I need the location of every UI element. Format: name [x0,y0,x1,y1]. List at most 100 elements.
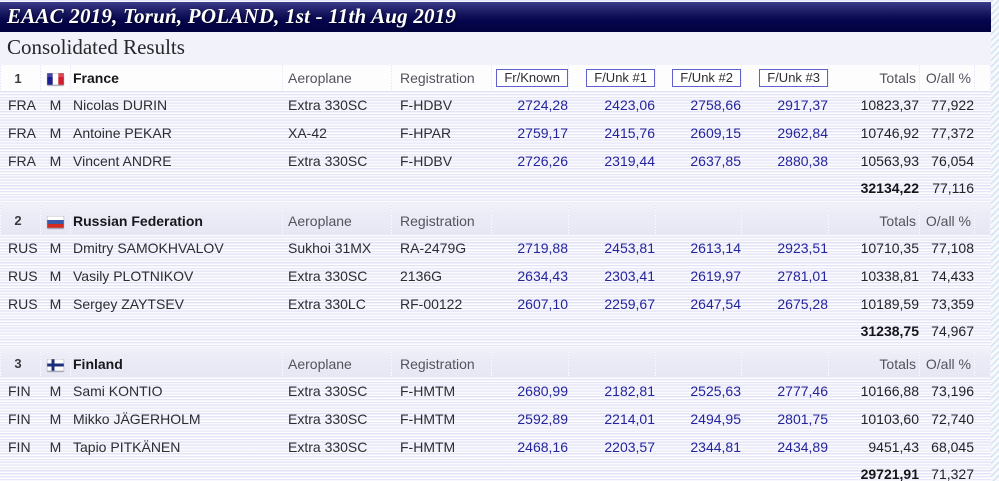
score-funk1[interactable]: 2259,67 [604,296,655,312]
score-funk2[interactable]: 2494,95 [690,411,741,427]
pilot-gender: M [49,268,62,284]
pilot-total: 10103,60 [860,411,919,427]
score-fr-known[interactable]: 2607,10 [517,296,568,312]
pilot-overall: 73,359 [931,296,974,312]
score-funk3[interactable]: 2801,75 [777,411,828,427]
programme-link-funk1[interactable]: F/Unk #1 [586,69,655,88]
score-fr-known[interactable]: 2468,16 [517,439,568,455]
pilot-country-code: FIN [8,411,31,427]
pilot-name: Vasily PLOTNIKOV [73,268,194,284]
score-funk1[interactable]: 2214,01 [604,411,655,427]
pilot-row: FRA M Vincent ANDRE Extra 330SC F-HDBV 2… [1,147,990,175]
score-funk3[interactable]: 2962,84 [777,125,828,141]
score-fr-known[interactable]: 2719,88 [517,240,568,256]
pilot-name: Mikko JÄGERHOLM [73,411,201,427]
pilot-row: FIN M Tapio PITKÄNEN Extra 330SC F-HMTM … [1,433,990,461]
pilot-row: FRA M Antoine PEKAR XA-42 F-HPAR 2759,17… [1,119,990,147]
score-funk1[interactable]: 2453,81 [604,240,655,256]
col-header-aeroplane: Aeroplane [283,347,391,377]
col-header-registration: Registration [392,204,491,234]
page-title: Consolidated Results [7,35,185,59]
score-fr-known[interactable]: 2680,99 [517,383,568,399]
score-funk2[interactable]: 2619,97 [690,268,741,284]
team-total: 32134,22 [860,180,919,196]
pilot-name: Tapio PITKÄNEN [73,439,181,455]
pilot-total: 10563,93 [860,153,919,169]
score-funk2[interactable]: 2647,54 [690,296,741,312]
programme-link-funk2[interactable]: F/Unk #2 [672,69,741,88]
programme-link-fr-known[interactable]: Fr/Known [496,69,568,88]
score-funk1[interactable]: 2415,76 [604,125,655,141]
score-funk3[interactable]: 2880,38 [777,153,828,169]
pilot-name: Vincent ANDRE [73,153,172,169]
pilot-gender: M [49,439,62,455]
score-funk3[interactable]: 2923,51 [777,240,828,256]
team-header-row: 1 France Aeroplane Registration Fr/Known… [1,65,990,91]
pilot-aeroplane: Extra 330SC [288,411,368,427]
score-funk2[interactable]: 2609,15 [690,125,741,141]
pilot-registration: F-HPAR [400,125,452,141]
score-fr-known[interactable]: 2592,89 [517,411,568,427]
pilot-gender: M [49,240,62,256]
pilot-aeroplane: Extra 330LC [288,296,366,312]
pilot-aeroplane: Sukhoi 31MX [288,240,372,256]
pilot-registration: F-HMTM [400,439,456,455]
score-funk1[interactable]: 2182,81 [604,383,655,399]
team-total: 31238,75 [860,323,919,339]
pilot-total: 10823,37 [860,97,919,113]
score-fr-known[interactable]: 2726,26 [517,153,568,169]
score-funk2[interactable]: 2758,66 [690,97,741,113]
team-overall: 77,116 [932,180,974,196]
score-funk2[interactable]: 2344,81 [690,439,741,455]
pilot-country-code: FIN [8,383,31,399]
pilot-registration: F-HMTM [400,383,456,399]
score-funk2[interactable]: 2525,63 [690,383,741,399]
score-funk2[interactable]: 2613,14 [690,240,741,256]
pilot-row: FIN M Mikko JÄGERHOLM Extra 330SC F-HMTM… [1,405,990,433]
pilot-overall: 77,372 [931,125,974,141]
pilot-row: FRA M Nicolas DURIN Extra 330SC F-HDBV 2… [1,91,990,119]
pilot-total: 10189,59 [860,296,919,312]
pilot-name: Antoine PEKAR [73,125,172,141]
score-funk1[interactable]: 2319,44 [604,153,655,169]
score-funk3[interactable]: 2917,37 [777,97,828,113]
pilot-row: RUS M Sergey ZAYTSEV Extra 330LC RF-0012… [1,290,990,318]
pilot-overall: 68,045 [931,439,974,455]
page-title-band: Consolidated Results [0,32,991,65]
pilot-country-code: RUS [8,240,38,256]
team-country-name: Russian Federation [71,204,282,234]
team-header-row: 3 Finland Aeroplane Registration Totals … [1,347,990,377]
pilot-gender: M [49,383,62,399]
pilot-aeroplane: Extra 330SC [288,439,368,455]
team-overall: 71,327 [931,466,974,481]
pilot-overall: 77,922 [931,97,974,113]
pilot-country-code: FRA [8,97,36,113]
pilot-overall: 77,108 [931,240,974,256]
col-header-overall: O/all % [920,204,974,234]
score-fr-known[interactable]: 2634,43 [517,268,568,284]
score-funk2[interactable]: 2637,85 [690,153,741,169]
pilot-aeroplane: Extra 330SC [288,97,368,113]
score-funk1[interactable]: 2423,06 [604,97,655,113]
score-funk3[interactable]: 2777,46 [777,383,828,399]
pilot-country-code: FRA [8,125,36,141]
pilot-row: RUS M Dmitry SAMOKHVALOV Sukhoi 31MX RA-… [1,234,990,262]
team-total-row: 29721,91 71,327 [1,461,990,481]
programme-link-funk3[interactable]: F/Unk #3 [759,69,828,88]
pilot-name: Dmitry SAMOKHVALOV [73,240,224,256]
contest-title-bar: EAAC 2019, Toruń, POLAND, 1st - 11th Aug… [0,2,991,32]
score-funk1[interactable]: 2303,41 [604,268,655,284]
score-funk3[interactable]: 2675,28 [777,296,828,312]
col-header-overall: O/all % [920,65,974,91]
pilot-country-code: FIN [8,439,31,455]
pilot-aeroplane: Extra 330SC [288,268,368,284]
score-funk1[interactable]: 2203,57 [604,439,655,455]
score-funk3[interactable]: 2434,89 [777,439,828,455]
flag-france-icon [47,73,64,86]
score-funk3[interactable]: 2781,01 [777,268,828,284]
pilot-row: RUS M Vasily PLOTNIKOV Extra 330SC 2136G… [1,262,990,290]
pilot-country-code: RUS [8,296,38,312]
score-fr-known[interactable]: 2759,17 [517,125,568,141]
score-fr-known[interactable]: 2724,28 [517,97,568,113]
